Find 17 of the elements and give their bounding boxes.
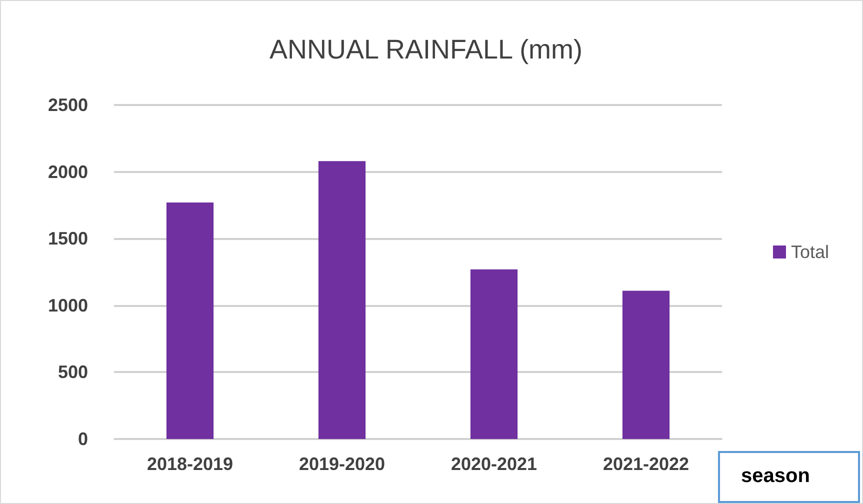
bar [166, 202, 214, 439]
y-tick-label: 500 [58, 362, 88, 382]
y-tick-label: 1000 [48, 295, 88, 316]
legend-label: Total [790, 242, 830, 262]
bar [470, 269, 518, 439]
x-axis-title: season [741, 465, 810, 487]
y-tick-label: 1500 [48, 228, 88, 249]
y-tick-label: 0 [78, 429, 88, 449]
x-tick-label: 2018-2019 [146, 454, 234, 474]
y-tick-label: 2500 [48, 95, 88, 115]
y-tick-label: 2000 [48, 162, 88, 182]
x-tick-label: 2019-2020 [298, 454, 386, 474]
bar [318, 161, 366, 439]
x-tick-label: 2020-2021 [450, 454, 538, 474]
x-tick-label: 2021-2022 [602, 454, 690, 474]
bar [622, 290, 670, 439]
chart-title: ANNUAL RAINFALL (mm) [269, 34, 583, 64]
